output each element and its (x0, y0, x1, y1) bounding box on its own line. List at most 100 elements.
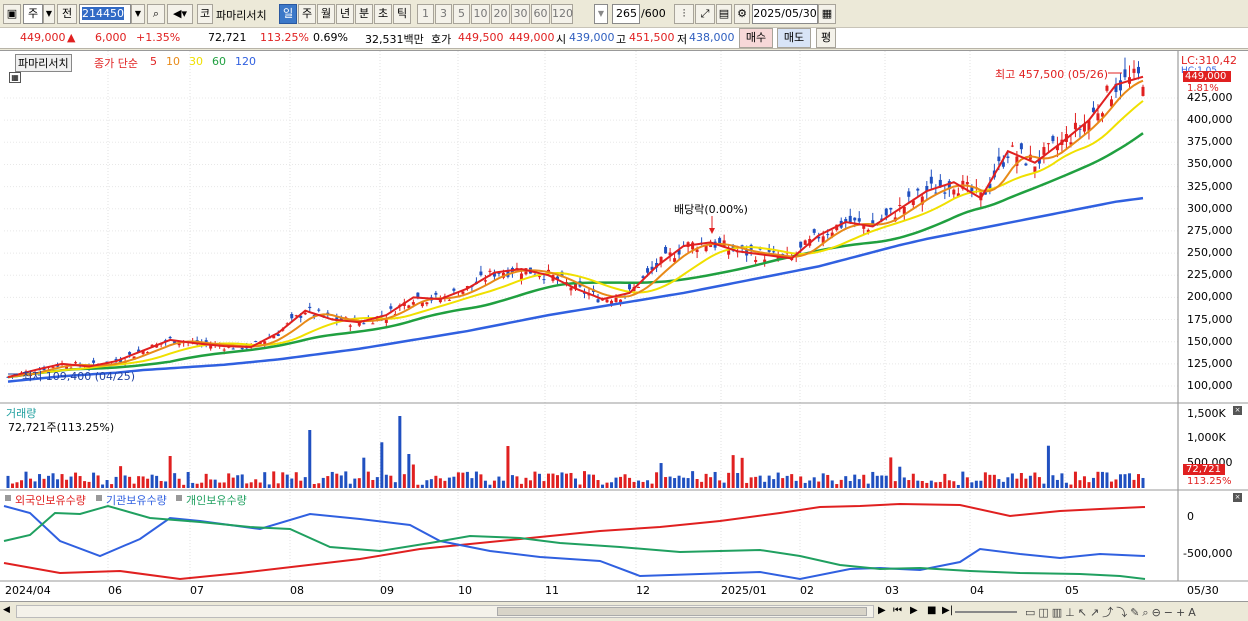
candle (1019, 143, 1023, 150)
period-tab[interactable]: 일 (279, 4, 297, 24)
interval-tab[interactable]: 3 (435, 4, 452, 24)
volume-bar (330, 471, 334, 488)
volume-bar (1028, 475, 1032, 488)
volume-bar (749, 477, 753, 488)
chart-canvas[interactable] (0, 51, 1248, 603)
volume-bar (546, 473, 550, 488)
volume-bar (285, 474, 289, 488)
code-dropdown-icon[interactable]: ▼ (131, 4, 145, 24)
volume-bar (862, 474, 866, 488)
count-input[interactable]: 265 (612, 4, 640, 24)
foreign-holdings-line (3, 502, 1146, 581)
grid-icon[interactable]: ▦ (9, 72, 21, 83)
price-tick: 400,000 (1187, 113, 1233, 127)
interval-tab[interactable]: 60 (531, 4, 550, 24)
candle (848, 215, 852, 224)
horizontal-scrollbar[interactable] (16, 605, 874, 618)
candle (1136, 66, 1140, 74)
period-tab[interactable]: 틱 (393, 4, 411, 24)
volume-bar (772, 479, 776, 488)
individual-holdings-line (3, 504, 1146, 580)
volume-bar (308, 430, 312, 488)
calendar-icon[interactable]: ▦ (818, 4, 836, 24)
volume-bar (240, 474, 244, 488)
period-tab[interactable]: 년 (336, 4, 354, 24)
volume-bar (1069, 484, 1073, 488)
sell-button[interactable]: 매도 (777, 28, 811, 48)
volume-bar (290, 478, 294, 488)
candle-type-icon[interactable]: ⫶ (674, 4, 694, 24)
speaker-icon[interactable]: ◀▾ (167, 4, 193, 24)
volume-bar (524, 477, 528, 488)
candle (938, 179, 942, 188)
window-icon[interactable]: ▣ (3, 4, 21, 24)
interval-tab[interactable]: 5 (453, 4, 470, 24)
volume-bar (168, 456, 172, 488)
interval-tab[interactable]: 1 (417, 4, 434, 24)
volume-bar (447, 477, 451, 488)
date-tick: 10 (458, 584, 472, 597)
corp-badge[interactable]: 코 (197, 4, 213, 24)
legend-marker (96, 495, 102, 501)
prev-button[interactable]: 전 (57, 4, 77, 24)
rewind-icon[interactable]: ⏮ (893, 605, 902, 616)
candle (479, 271, 483, 276)
compare-icon[interactable]: ⤢ (695, 4, 715, 24)
stop-icon[interactable]: ■ (927, 605, 937, 616)
volume-bar (474, 471, 478, 488)
volume-bar (398, 416, 402, 488)
volume-bar (934, 482, 938, 488)
volume-bar (272, 471, 276, 488)
market-dropdown-icon[interactable]: ▼ (43, 4, 55, 24)
interval-tab[interactable]: 20 (491, 4, 510, 24)
volume-bar (461, 472, 465, 488)
forward-icon[interactable]: ▶| (942, 605, 954, 616)
buy-button[interactable]: 매수 (739, 28, 773, 48)
candle (718, 238, 722, 244)
interval-tab[interactable]: 10 (471, 4, 490, 24)
period-tab[interactable]: 초 (374, 4, 392, 24)
eval-button[interactable]: 평 (816, 28, 836, 48)
volume-bar (420, 484, 424, 488)
market-select[interactable]: 주 (23, 4, 43, 24)
candle (934, 192, 938, 194)
gear-icon[interactable]: ⚙ (734, 4, 750, 24)
holdings-close-icon[interactable]: × (1233, 493, 1242, 502)
candle (272, 335, 276, 339)
volume-close-icon[interactable]: × (1233, 406, 1242, 415)
date-input[interactable]: 2025/05/30 (752, 4, 818, 24)
pane-stock-name[interactable]: 파마리서치 (15, 54, 72, 72)
scroll-thumb[interactable] (497, 607, 867, 616)
search-icon[interactable]: ⌕ (147, 4, 165, 24)
candle (1073, 122, 1077, 130)
drawing-tools[interactable]: ▭◫▥⊥↖↗⤴⤵✎⌕⊖−+A (1025, 606, 1199, 619)
candle (348, 325, 352, 327)
candle (889, 207, 893, 210)
interval-tab[interactable]: 120 (551, 4, 573, 24)
play-icon[interactable]: ▶ (910, 605, 918, 616)
interval-tab[interactable]: 30 (511, 4, 530, 24)
scroll-left-icon[interactable]: ◀ (3, 605, 10, 615)
volume-bar (677, 475, 681, 488)
volume-bar (596, 480, 600, 488)
volume-bar (555, 475, 559, 488)
chart-area[interactable]: 파마리서치 종가 단순 5 10 30 60 120 ▦ 최고 457,500 (05/… (0, 50, 1248, 602)
scroll-right-icon[interactable]: ▶ (878, 605, 886, 616)
candle (758, 248, 762, 250)
code-input[interactable]: 214450 (79, 4, 131, 24)
interval-dropdown-icon[interactable]: ▼ (594, 4, 608, 24)
period-tab[interactable]: 주 (298, 4, 316, 24)
zoom-slider[interactable] (955, 611, 1017, 613)
volume-bar (659, 463, 663, 488)
volume-bar (1123, 474, 1127, 488)
trade-amount: 32,531백만 (365, 33, 424, 46)
candle (1055, 145, 1059, 151)
volume-bar (1100, 471, 1104, 488)
candle (925, 185, 929, 192)
volume-bar (943, 473, 947, 488)
period-tab[interactable]: 분 (355, 4, 373, 24)
volume-bar (781, 478, 785, 488)
save-icon[interactable]: ▤ (716, 4, 732, 24)
code-value: 214450 (82, 7, 124, 20)
period-tab[interactable]: 월 (317, 4, 335, 24)
